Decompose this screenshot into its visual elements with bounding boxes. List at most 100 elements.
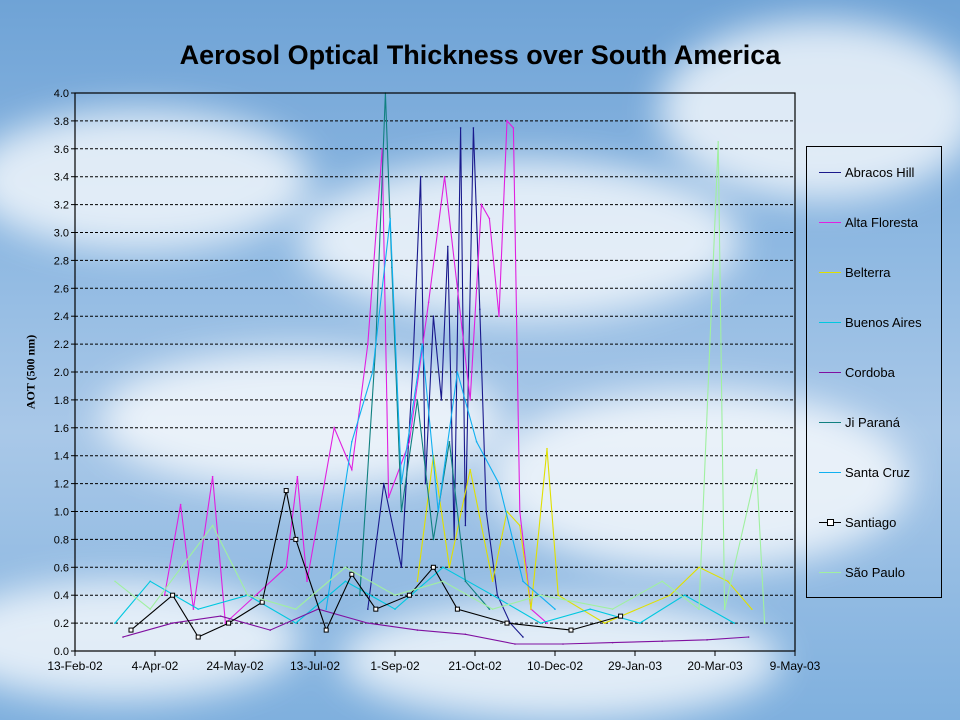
plot-frame	[74, 92, 796, 652]
data-point	[488, 217, 491, 220]
data-point	[539, 622, 542, 624]
data-point	[751, 608, 753, 610]
y-tick-label: 3.0	[54, 228, 69, 240]
legend-label: Abracos Hill	[845, 165, 915, 180]
series-lines	[114, 92, 766, 645]
data-point	[717, 141, 719, 143]
x-tick-label: 29-Jan-03	[608, 659, 662, 673]
data-point	[344, 580, 347, 583]
x-tick-label: 4-Apr-02	[132, 659, 179, 673]
y-tick-label: 1.8	[54, 395, 69, 407]
x-tick-label: 13-Jul-02	[290, 659, 340, 673]
y-tick-label: 4.0	[54, 88, 69, 100]
data-point	[211, 475, 214, 478]
series-ji-paran-	[359, 92, 491, 610]
data-point	[611, 608, 614, 610]
data-point	[437, 510, 440, 513]
data-point	[197, 608, 199, 610]
data-point	[421, 343, 424, 345]
data-point	[498, 315, 500, 318]
data-point	[416, 399, 419, 401]
data-point	[522, 636, 524, 638]
y-tick-labels: 0.0 0.2 0.4 0.6 0.8 1.0 1.2 1.4 1.6 1.8 2.0 2.2 2.4 2…	[54, 88, 69, 658]
y-tick-label: 1.6	[54, 423, 69, 435]
x-tick-label: 20-Mar-03	[687, 659, 743, 673]
data-point	[381, 148, 384, 150]
data-point	[432, 315, 435, 318]
legend-label: Buenos Aires	[845, 315, 922, 330]
legend-label: Ji Paraná	[845, 415, 900, 430]
legend-item-ji-paran-: Ji Paraná	[807, 414, 941, 432]
data-point	[114, 622, 116, 624]
data-point	[440, 399, 443, 401]
legend-marker	[827, 519, 834, 526]
data-point	[443, 175, 446, 178]
y-tick-label: 3.6	[54, 144, 69, 156]
data-point	[400, 482, 403, 485]
data-point	[323, 627, 329, 633]
series-line-santiago	[130, 490, 621, 638]
series-line-ji-paran-	[359, 92, 490, 610]
data-point	[367, 343, 369, 345]
data-point	[419, 175, 422, 178]
data-point	[706, 639, 708, 641]
data-point	[763, 622, 766, 624]
data-point	[723, 608, 726, 610]
series-santa-cruz	[325, 217, 556, 610]
series-abracos-hill	[367, 127, 524, 638]
x-tick-labels: 13-Feb-02 4-Apr-02 24-May-02 13-Jul-02 1-Sep…	[47, 659, 820, 673]
legend-label: Santiago	[845, 515, 897, 530]
data-point	[456, 371, 459, 373]
data-point	[618, 613, 624, 619]
data-point	[295, 622, 297, 624]
data-point	[416, 629, 419, 631]
y-tick-label: 3.4	[54, 172, 69, 184]
data-point	[453, 538, 456, 541]
data-point	[442, 566, 444, 569]
data-point	[285, 566, 288, 569]
data-point	[373, 606, 379, 612]
data-point	[408, 440, 411, 443]
series-line-cordoba	[122, 608, 749, 645]
data-point	[344, 566, 347, 569]
data-point	[432, 538, 435, 541]
x-tick-label: 13-Feb-02	[47, 659, 103, 673]
data-point	[283, 488, 289, 494]
data-point	[454, 606, 460, 612]
data-point	[546, 622, 548, 624]
legend-swatch	[819, 272, 841, 273]
data-point	[411, 371, 414, 373]
data-point	[179, 503, 182, 506]
data-point	[514, 643, 516, 645]
data-point	[400, 510, 403, 513]
data-point	[306, 580, 308, 583]
data-point	[224, 622, 227, 624]
axes	[71, 92, 796, 656]
data-point	[491, 594, 494, 596]
data-point	[333, 427, 336, 429]
data-point	[293, 536, 299, 542]
y-tick-label: 0.2	[54, 618, 69, 630]
data-point	[639, 622, 641, 624]
data-point	[519, 524, 521, 527]
data-point	[456, 287, 459, 290]
y-tick-label: 2.2	[54, 339, 69, 351]
legend-item-santiago: Santiago	[807, 514, 941, 532]
data-point	[464, 524, 467, 527]
legend-swatch	[819, 372, 841, 373]
data-point	[530, 608, 532, 610]
chart-title: Aerosol Optical Thickness over South Ame…	[179, 40, 781, 70]
data-point	[114, 580, 116, 583]
legend-item-santa-cruz: Santa Cruz	[807, 464, 941, 482]
y-tick-label: 3.8	[54, 116, 69, 128]
y-tick-label: 0.8	[54, 534, 69, 546]
y-tick-label: 1.4	[54, 451, 69, 463]
data-point	[498, 482, 500, 485]
data-point	[469, 468, 472, 471]
data-point	[485, 510, 488, 513]
data-point	[389, 217, 392, 220]
data-point	[733, 622, 735, 624]
y-tick-label: 0.0	[54, 646, 69, 658]
